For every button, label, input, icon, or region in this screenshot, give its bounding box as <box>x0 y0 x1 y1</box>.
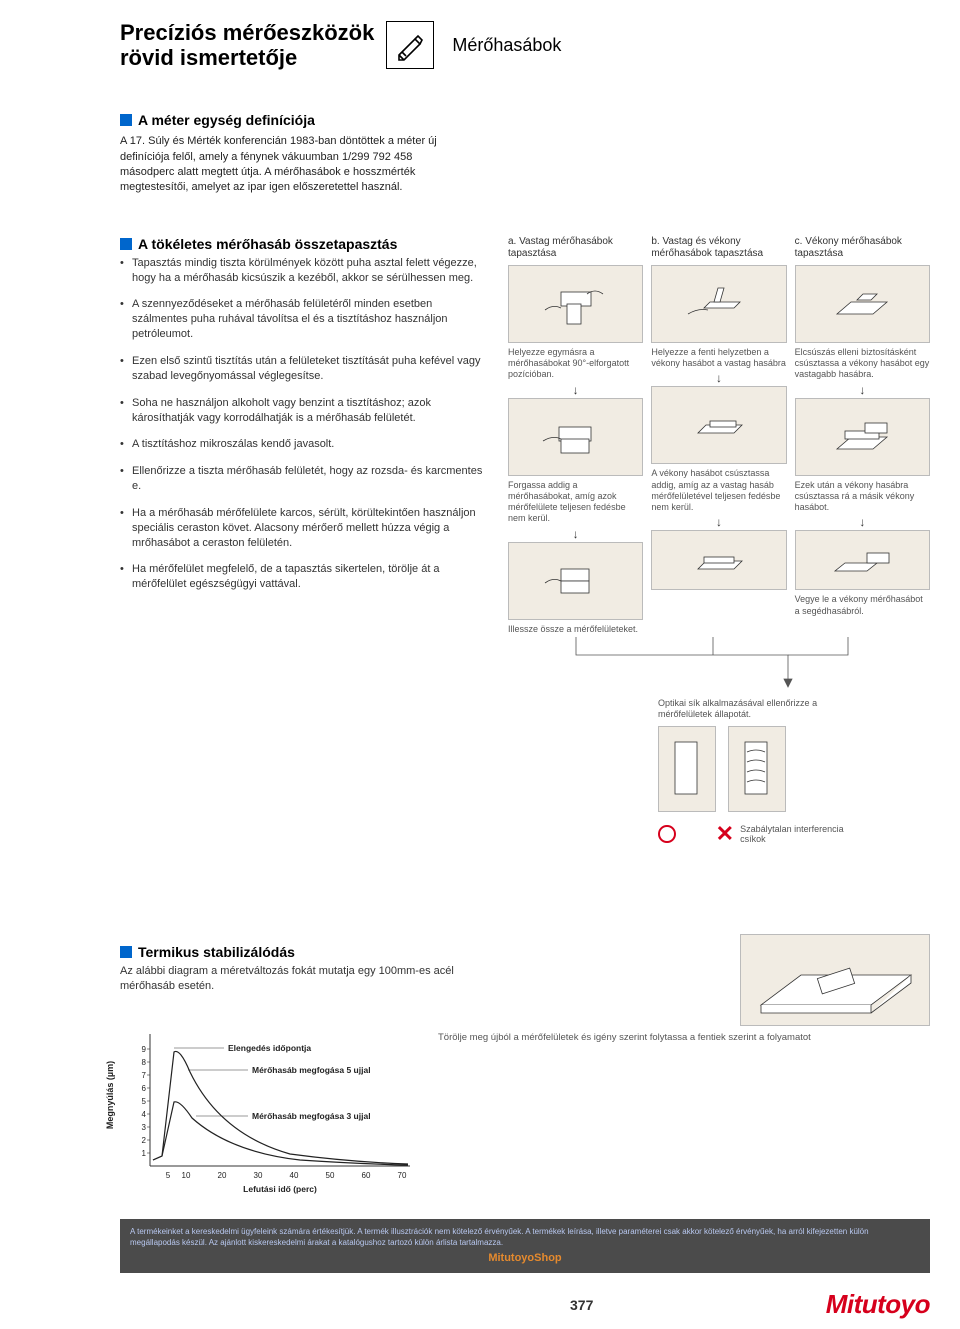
arrow-icon: ↓ <box>508 383 643 398</box>
col-c: c. Vékony mérőhasábok tapasztása Elcsúsz… <box>795 236 930 637</box>
svg-text:5: 5 <box>142 1097 147 1106</box>
col-b-title: b. Vastag és vékony mérőhasábok tapasztá… <box>651 236 786 261</box>
cap-a3: Illessze össze a mérőfelületeket. <box>508 624 643 635</box>
svg-text:40: 40 <box>290 1171 299 1180</box>
cap-b2: A vékony hasábot csúsztassa addig, amíg … <box>651 468 786 513</box>
chart-annot2: Mérőhasáb megfogása 5 ujjal <box>252 1065 371 1075</box>
bullet: Ha a mérőhasáb mérőfelülete karcos, sérü… <box>120 506 490 551</box>
wringing-section: A tökéletes mérőhasáb összetapasztás Tap… <box>120 236 490 845</box>
arrow-icon: ↓ <box>508 527 643 542</box>
bottom-row: 377 Mitutoyo <box>0 1289 960 1320</box>
svg-text:7: 7 <box>142 1071 147 1080</box>
thermal-body: Az alábbi diagram a méretváltozás fokát … <box>120 964 500 994</box>
pencil-icon <box>386 21 434 69</box>
bullet: Ha mérőfelület megfelelő, de a tapasztás… <box>120 562 490 592</box>
thumb-b2 <box>651 386 786 464</box>
arrow-icon: ↓ <box>795 515 930 530</box>
intro-body: A 17. Súly és Mérték konferencián 1983-b… <box>120 134 460 196</box>
arrow-icon: ↓ <box>651 515 786 530</box>
page-number: 377 <box>570 1297 593 1313</box>
thumb-c3 <box>795 530 930 590</box>
cap-a1: Helyezze egymásra a mérőhasábokat 90°-el… <box>508 347 643 381</box>
cap-c3: Vegye le a vékony mérőhasábot a segédhas… <box>795 594 930 617</box>
svg-text:9: 9 <box>142 1045 147 1054</box>
svg-text:20: 20 <box>218 1171 227 1180</box>
cap-c2: Ezek után a vékony hasábra csúsztassa rá… <box>795 480 930 514</box>
intro-section: A méter egység definíciója A 17. Súly és… <box>120 111 460 196</box>
cap-b1: Helyezze a fenti helyzetben a vékony has… <box>651 347 786 370</box>
x-icon: ✕ <box>716 825 734 843</box>
thumb-a1 <box>508 265 643 343</box>
footer-bar: A termékeinket a kereskedelmi ügyfeleink… <box>120 1219 930 1273</box>
wringing-lead: Tapasztás mindig tiszta körülmények közö… <box>120 256 490 286</box>
arrow-icon: ↓ <box>795 383 930 398</box>
diagram-columns: a. Vastag mérőhasábok tapasztása Helyezz… <box>508 236 930 845</box>
svg-text:50: 50 <box>326 1171 335 1180</box>
thermal-section: Termikus stabilizálódás Az alábbi diagra… <box>120 944 930 1197</box>
wringing-heading: A tökéletes mérőhasáb összetapasztás <box>120 236 490 252</box>
col-b: b. Vastag és vékony mérőhasábok tapasztá… <box>651 236 786 637</box>
chart-ylabel: Megnyúlás (µm) <box>105 1061 115 1129</box>
svg-text:6: 6 <box>142 1084 147 1093</box>
col-a: a. Vastag mérőhasábok tapasztása Helyezz… <box>508 236 643 637</box>
thumb-b3 <box>651 530 786 590</box>
svg-text:70: 70 <box>398 1171 407 1180</box>
flow-lines-icon <box>508 637 930 689</box>
svg-text:Lefutási idő (perc): Lefutási idő (perc) <box>243 1184 317 1194</box>
col-c-title: c. Vékony mérőhasábok tapasztása <box>795 236 930 261</box>
arrow-icon: ↓ <box>651 371 786 386</box>
final-illustration <box>740 934 930 1026</box>
intro-heading: A méter egység definíciója <box>120 111 460 131</box>
final-caption: Törölje meg újból a mérőfelületek és igé… <box>438 1032 930 1044</box>
optics-caption: Optikai sík alkalmazásával ellenőrizze a… <box>658 698 868 721</box>
svg-text:60: 60 <box>362 1171 371 1180</box>
svg-text:8: 8 <box>142 1058 147 1067</box>
cap-a2: Forgassa addig a mérőhasábokat, amíg azo… <box>508 480 643 525</box>
chart-annot1: Elengedés időpontja <box>228 1043 311 1053</box>
page-header: Precíziós mérőeszközök rövid ismertetője… <box>120 20 930 71</box>
footer-shop: MitutoyoShop <box>130 1251 920 1266</box>
header-subtitle: Mérőhasábok <box>452 35 561 56</box>
thermal-chart: Megnyúlás (µm) 123 456 789 <box>120 1024 420 1197</box>
bullet: Ezen első szintű tisztítás után a felüle… <box>120 354 490 384</box>
header-title-2: rövid ismertetője <box>120 45 374 70</box>
ok-icon <box>658 825 676 843</box>
bullet: A tisztításhoz mikroszálas kendő javasol… <box>120 437 490 452</box>
thumb-a2 <box>508 398 643 476</box>
bullet: A szennyeződéseket a mérőhasáb felületér… <box>120 297 490 342</box>
optic-bad <box>728 726 786 812</box>
svg-text:3: 3 <box>142 1123 147 1132</box>
thumb-c1 <box>795 265 930 343</box>
svg-text:10: 10 <box>182 1171 191 1180</box>
svg-text:1: 1 <box>142 1149 147 1158</box>
header-title-1: Precíziós mérőeszközök <box>120 20 374 45</box>
x-label: Szabálytalan interferencia csíkok <box>740 824 868 844</box>
thumb-b1 <box>651 265 786 343</box>
optic-ok <box>658 726 716 812</box>
svg-text:4: 4 <box>142 1110 147 1119</box>
col-a-title: a. Vastag mérőhasábok tapasztása <box>508 236 643 261</box>
mitutoyo-logo: Mitutoyo <box>826 1289 930 1320</box>
footer-text: A termékeinket a kereskedelmi ügyfeleink… <box>130 1227 869 1247</box>
thumb-c2 <box>795 398 930 476</box>
bullet: Soha ne használjon alkoholt vagy benzint… <box>120 396 490 426</box>
svg-text:2: 2 <box>142 1136 147 1145</box>
bullet: Ellenőrizze a tiszta mérőhasáb felületét… <box>120 464 490 494</box>
chart-annot3: Mérőhasáb megfogása 3 ujjal <box>252 1111 371 1121</box>
thumb-a3 <box>508 542 643 620</box>
svg-text:30: 30 <box>254 1171 263 1180</box>
cap-c1: Elcsúszás elleni biztosításként csúsztas… <box>795 347 930 381</box>
svg-text:5: 5 <box>166 1171 171 1180</box>
